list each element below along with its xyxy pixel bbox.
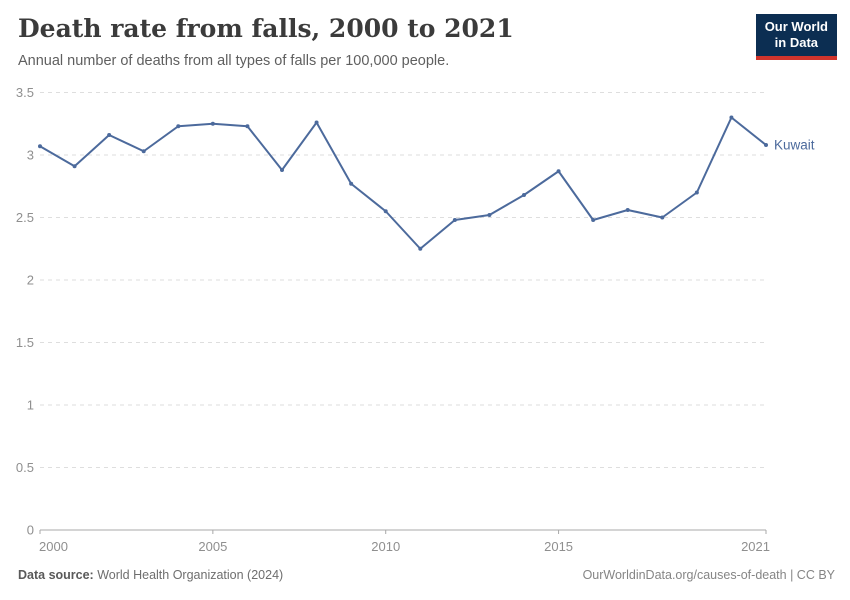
data-point[interactable] [210,121,215,126]
data-source-text: World Health Organization (2024) [93,568,284,582]
data-point[interactable] [625,208,630,212]
data-point[interactable] [383,209,388,214]
data-point[interactable] [764,143,768,147]
y-tick-label: 0.5 [16,460,34,475]
data-point[interactable] [591,218,596,222]
x-tick-label: 2015 [544,539,573,554]
footer-license-link[interactable]: OurWorldinData.org/causes-of-death | CC … [582,568,835,582]
owid-logo-line2: in Data [774,35,819,51]
data-point[interactable] [487,213,492,217]
y-tick-label: 2.5 [16,210,34,225]
data-point[interactable] [418,246,423,251]
data-point[interactable] [729,115,734,120]
series-end-label[interactable]: Kuwait [774,138,815,153]
y-tick-label: 2 [27,273,34,288]
y-tick-label: 1.5 [16,335,34,350]
y-tick-label: 3 [27,148,34,163]
data-source: Data source: World Health Organization (… [18,568,283,582]
y-tick-label: 1 [27,398,34,413]
data-point[interactable] [107,133,112,137]
chart-subtitle: Annual number of deaths from all types o… [18,53,450,69]
x-tick-label: 2005 [198,539,227,554]
data-point[interactable] [141,149,146,154]
data-point[interactable] [452,218,457,222]
owid-logo[interactable]: Our World in Data [755,14,837,60]
data-point[interactable] [72,164,77,169]
owid-logo-line1: Our World [764,19,828,34]
data-point[interactable] [660,215,665,220]
page-title: Death rate from falls, 2000 to 2021 [18,14,514,43]
data-point[interactable] [556,169,561,174]
y-tick-label: 0 [27,523,34,538]
chart-footer: Data source: World Health Organization (… [18,568,835,582]
data-point[interactable] [280,168,284,172]
data-point[interactable] [314,120,319,125]
data-point[interactable] [245,124,250,129]
data-point[interactable] [38,144,42,149]
data-source-label: Data source: [18,568,94,582]
x-tick-label: 2021 [741,539,770,554]
y-tick-label: 3.5 [16,85,34,100]
x-tick-label: 2000 [39,539,68,554]
x-tick-label: 2010 [371,539,400,554]
data-point[interactable] [694,190,699,195]
data-point[interactable] [349,181,354,186]
data-point[interactable] [176,124,181,129]
data-point[interactable] [522,193,526,197]
data-line[interactable] [39,116,767,250]
